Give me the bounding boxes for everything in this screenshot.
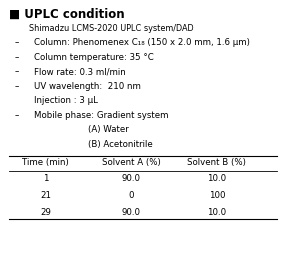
Text: Solvent B (%): Solvent B (%) [187,158,246,167]
Text: (A) Water: (A) Water [89,125,129,134]
Text: –: – [14,111,19,120]
Text: Time (min): Time (min) [22,158,69,167]
Text: –: – [14,67,19,76]
Text: Solvent A (%): Solvent A (%) [102,158,161,167]
Text: Column: Phenomenex C₁₈ (150 x 2.0 mm, 1.6 μm): Column: Phenomenex C₁₈ (150 x 2.0 mm, 1.… [34,38,250,47]
Text: ■ UPLC condition: ■ UPLC condition [9,8,124,21]
Text: –: – [14,53,19,62]
Text: 100: 100 [209,191,225,200]
Text: Column temperature: 35 °C: Column temperature: 35 °C [34,53,154,62]
Text: 1: 1 [43,174,48,183]
Text: –: – [14,38,19,47]
Text: 10.0: 10.0 [207,174,226,183]
Text: UV wavelength:  210 nm: UV wavelength: 210 nm [34,82,141,91]
Text: –: – [14,82,19,91]
Text: 90.0: 90.0 [122,208,141,217]
Text: Injection : 3 μL: Injection : 3 μL [34,96,98,105]
Text: (B) Acetonitrile: (B) Acetonitrile [89,140,153,149]
Text: Mobile phase: Gradient system: Mobile phase: Gradient system [34,111,169,120]
Text: 0: 0 [128,191,134,200]
Text: 21: 21 [40,191,51,200]
Text: Shimadzu LCMS-2020 UPLC system/DAD: Shimadzu LCMS-2020 UPLC system/DAD [29,24,193,33]
Text: 29: 29 [40,208,51,217]
Text: 10.0: 10.0 [207,208,226,217]
Text: 90.0: 90.0 [122,174,141,183]
Text: Flow rate: 0.3 ml/min: Flow rate: 0.3 ml/min [34,67,126,76]
